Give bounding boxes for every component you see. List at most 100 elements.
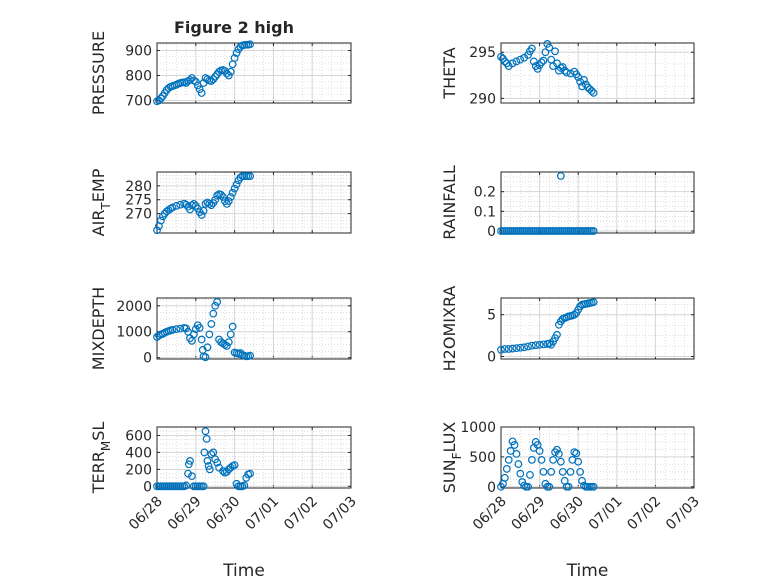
- data-point: [182, 200, 191, 209]
- y-axis-label: AIRTEMP: [89, 168, 113, 236]
- data-point: [228, 322, 237, 331]
- x-tick-label: 07/01: [242, 494, 282, 534]
- data-point: [526, 470, 534, 479]
- data-point: [587, 87, 596, 95]
- data-point: [176, 324, 185, 333]
- data-point: [497, 345, 505, 354]
- data-point: [176, 200, 185, 209]
- data-point: [589, 482, 598, 491]
- data-point: [222, 342, 231, 350]
- data-point: [556, 172, 565, 180]
- data-point: [226, 67, 235, 76]
- x-tick-label: 07/02: [624, 494, 664, 534]
- data-point: [205, 199, 214, 208]
- data-point: [537, 455, 546, 464]
- data-point: [500, 345, 509, 353]
- data-point: [226, 193, 235, 201]
- y-tick-label: 800: [125, 69, 152, 85]
- y-tick-label: 270: [125, 207, 152, 223]
- data-point: [556, 457, 565, 466]
- data-point: [539, 56, 548, 65]
- data-point: [164, 206, 173, 214]
- data-point: [533, 64, 542, 73]
- data-point: [209, 309, 218, 318]
- data-point: [570, 310, 579, 319]
- data-point: [220, 340, 229, 349]
- y-tick-label: 200: [125, 462, 152, 478]
- data-point: [232, 180, 241, 189]
- y-tick-label: 500: [469, 450, 496, 466]
- data-point: [197, 335, 206, 344]
- data-point: [230, 54, 239, 62]
- data-point: [155, 96, 163, 105]
- data-point: [497, 52, 505, 61]
- data-point: [529, 57, 538, 66]
- data-point: [202, 434, 211, 443]
- y-tick-label: 0.2: [474, 185, 496, 201]
- data-point: [527, 44, 536, 53]
- data-point: [566, 467, 575, 476]
- data-point: [512, 450, 521, 458]
- data-point: [558, 467, 567, 476]
- data-point: [153, 333, 161, 341]
- data-point: [201, 427, 210, 436]
- data-point: [205, 330, 214, 339]
- x-tick-label: 07/02: [281, 494, 321, 534]
- data-point: [232, 49, 241, 57]
- data-point: [510, 441, 519, 449]
- data-point: [504, 345, 513, 353]
- axes-frame: [500, 42, 695, 104]
- data-point: [215, 67, 223, 76]
- x-tick-label: 06/30: [204, 494, 244, 534]
- data-point: [207, 77, 216, 85]
- chart-title: Figure 2 high: [174, 18, 294, 37]
- data-point: [553, 445, 561, 454]
- y-tick-label: 0: [487, 480, 496, 496]
- y-axis-label: SUNFLUX: [440, 422, 464, 494]
- data-point: [566, 69, 575, 78]
- data-point: [558, 63, 567, 71]
- data-point: [189, 76, 198, 85]
- data-point: [203, 343, 212, 352]
- data-point: [199, 482, 208, 491]
- data-point: [508, 344, 517, 353]
- subplot-h2omixra: 0 5 H2OMIXRA: [440, 286, 695, 371]
- x-tick-label: 06/29: [165, 494, 205, 534]
- y-tick-label: 1000: [116, 325, 152, 341]
- data-point: [195, 323, 204, 332]
- data-point: [195, 85, 204, 94]
- y-axis-label: PRESSURE: [89, 31, 108, 115]
- data-point: [576, 467, 585, 476]
- data-point: [240, 481, 249, 490]
- y-tick-label: 900: [125, 44, 152, 60]
- subplot-theta: 290 295 THETA: [440, 40, 695, 107]
- y-tick-label: 0: [143, 351, 152, 367]
- data-point: [207, 320, 216, 328]
- data-point: [514, 460, 523, 468]
- data-point: [553, 330, 561, 339]
- data-point: [168, 203, 177, 212]
- axes-frame: [500, 171, 695, 234]
- axes-frame: [500, 426, 695, 489]
- axes-frame: [156, 426, 352, 489]
- data-point: [224, 338, 233, 347]
- data-point: [246, 469, 255, 478]
- data-point: [549, 455, 558, 464]
- data-point: [191, 77, 200, 86]
- data-point: [531, 341, 540, 350]
- data-point: [211, 301, 220, 310]
- data-point: [551, 47, 559, 56]
- x-axis-label: Time: [222, 561, 265, 581]
- data-point: [589, 88, 598, 97]
- x-tick-label: 07/03: [663, 494, 703, 534]
- axes-frame: [156, 297, 352, 360]
- x-tick-label: 06/29: [509, 494, 549, 534]
- data-point: [182, 481, 191, 490]
- data-point: [168, 326, 177, 334]
- data-point: [200, 448, 209, 457]
- y-tick-label: 275: [125, 193, 152, 209]
- data-point: [230, 461, 239, 470]
- data-point: [186, 456, 194, 465]
- data-point: [535, 340, 544, 349]
